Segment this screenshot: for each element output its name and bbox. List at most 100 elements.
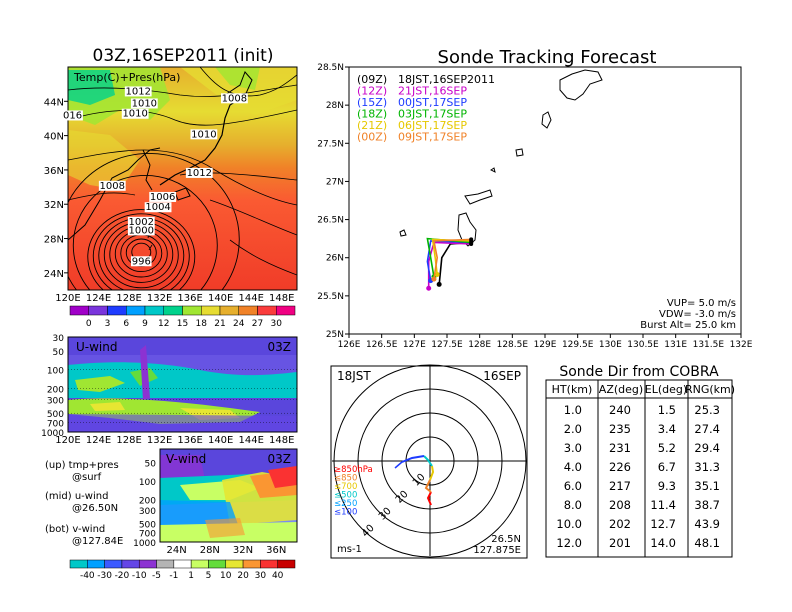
track-info-burst: Burst Alt= 25.0 km — [640, 320, 736, 331]
wind-colorbar-tick-label: 40 — [272, 571, 284, 581]
wind-colorbar-swatch — [156, 559, 175, 569]
track-lon-label: 126.5E — [366, 340, 398, 350]
u-lon-label: 148E — [269, 435, 294, 446]
track-info-vdw: VDW= -3.0 m/s — [659, 309, 736, 320]
table-cell: 240 — [609, 403, 631, 417]
track-series-line — [427, 241, 472, 289]
table-cell: 6.7 — [658, 460, 676, 474]
track-lon-label: 126E — [338, 340, 361, 350]
wind-colorbar: -40 -30 -20 -10 -5 -1 1 5 10 20 30 40 — [69, 559, 296, 581]
track-lon-label: 130.5E — [627, 340, 659, 350]
polar-level-legend-item: ≤850 — [334, 474, 357, 484]
u-lon-label: 120E — [55, 435, 80, 446]
isobar-label-text: 1012 — [187, 168, 212, 179]
map-lat-label: 24N — [44, 269, 64, 280]
isobar-label: 1010 — [121, 108, 149, 120]
isobar-label: 1012 — [124, 86, 152, 97]
v-wind-time: 03Z — [268, 452, 292, 466]
polar-hodograph — [394, 455, 435, 506]
map-lon-label: 132E — [147, 293, 172, 304]
table-cell: 208 — [609, 498, 631, 512]
table-cell: 12.7 — [650, 517, 676, 531]
isobar-label-text: 1004 — [145, 202, 170, 213]
wind-colorbar-swatch — [138, 559, 157, 569]
panel-legend-text: (up) tmp+pres @surf (mid) u-wind @26.50N… — [45, 460, 123, 547]
table-cell: 29.4 — [694, 441, 720, 455]
track-end-point — [426, 285, 432, 291]
isobar-label-text: 1010 — [122, 109, 147, 120]
isobar-label-text: 016 — [63, 110, 82, 121]
u-wind-time: 03Z — [268, 340, 292, 354]
table-cell: 5.2 — [658, 441, 676, 455]
map-lat-label: 44N — [44, 97, 64, 108]
u-pressure-label: 700 — [47, 419, 64, 429]
temperature-colorbar: 0 3 6 9 12 15 18 21 24 27 30 — [69, 305, 296, 329]
colorbar-tick-label: 12 — [158, 319, 169, 329]
polar-time: 18JST — [337, 369, 371, 383]
colorbar-swatch — [276, 305, 296, 316]
v-pressure-label: 200 — [139, 496, 156, 506]
u-lon-label: 132E — [147, 435, 172, 446]
map-lon-label: 128E — [116, 293, 141, 304]
track-lat-label: 25N — [326, 330, 344, 340]
isobar-label-text: 1006 — [150, 192, 175, 203]
map-lat-label: 28N — [44, 235, 64, 246]
u-pressure-label: 30 — [53, 334, 65, 344]
track-lon-label: 129.5E — [562, 340, 594, 350]
table-cell: 27.4 — [694, 422, 720, 436]
track-lat-label: 28.5N — [317, 63, 344, 73]
track-lon-label: 128.5E — [497, 340, 529, 350]
track-lat-label: 26.5N — [317, 216, 344, 226]
map-lon-label: 136E — [177, 293, 202, 304]
u-pressure-label: 500 — [47, 410, 64, 420]
table-cell: 201 — [609, 536, 631, 550]
v-pressure-label: 50 — [145, 460, 157, 470]
track-end-point — [431, 276, 437, 282]
polar-level-legend-item: ≤700 — [334, 482, 357, 492]
svg-text:@surf: @surf — [72, 472, 102, 483]
colorbar-swatch — [107, 305, 127, 316]
track-lon-label: 131E — [664, 340, 687, 350]
polar-level-legend-item: ≥850hPa — [334, 465, 373, 475]
u-pressure-label: 50 — [53, 348, 65, 358]
isobar-label-text: 1008 — [222, 93, 247, 104]
map-title: 03Z,16SEP2011 (init) — [93, 46, 274, 66]
isobar-label: 1010 — [190, 129, 218, 140]
track-legend-text: 09JST,17SEP — [398, 131, 467, 144]
table-header: RNG(km) — [685, 383, 735, 396]
track-title: Sonde Tracking Forecast — [438, 47, 657, 68]
colorbar-swatch — [182, 305, 202, 316]
table-cell: 12.0 — [556, 536, 582, 550]
track-lat-label: 26N — [326, 254, 344, 264]
isobar-label-text: 1008 — [100, 181, 125, 192]
colorbar-swatch — [88, 305, 108, 316]
colorbar-swatch — [69, 305, 89, 316]
sonde-table: HT(km) AZ(deg) EL(deg)RNG(km) 1.0 240 1.5 25.… — [545, 379, 735, 558]
track-legend-text: 03JST,17SEP — [398, 108, 467, 121]
table-cell: 48.1 — [694, 536, 720, 550]
isobar-label: 016 — [62, 110, 83, 121]
wind-colorbar-tick-label: 30 — [255, 571, 267, 581]
wind-colorbar-swatch — [225, 559, 244, 569]
polar-loc-lat: 26.5N — [491, 534, 521, 545]
track-lon-label: 132E — [730, 340, 753, 350]
map-lon-label: 144E — [238, 293, 263, 304]
table-cell: 6.0 — [564, 479, 582, 493]
colorbar-tick-label: 18 — [196, 319, 208, 329]
wind-colorbar-swatch — [121, 559, 140, 569]
table-header: AZ(deg) — [599, 383, 643, 396]
colorbar-swatch — [238, 305, 258, 316]
svg-text:(up) tmp+pres: (up) tmp+pres — [45, 460, 119, 471]
track-lon-label: 131.5E — [693, 340, 725, 350]
track-lon-label: 127.5E — [431, 340, 463, 350]
table-cell: 202 — [609, 517, 631, 531]
wind-colorbar-swatch — [104, 559, 123, 569]
polar-loc-lon: 127.875E — [473, 545, 521, 556]
svg-text:(bot) v-wind: (bot) v-wind — [45, 524, 105, 535]
map-lon-label: 140E — [208, 293, 233, 304]
colorbar-tick-label: 3 — [105, 319, 111, 329]
table-cell: 235 — [609, 422, 631, 436]
wind-colorbar-swatch — [277, 559, 296, 569]
